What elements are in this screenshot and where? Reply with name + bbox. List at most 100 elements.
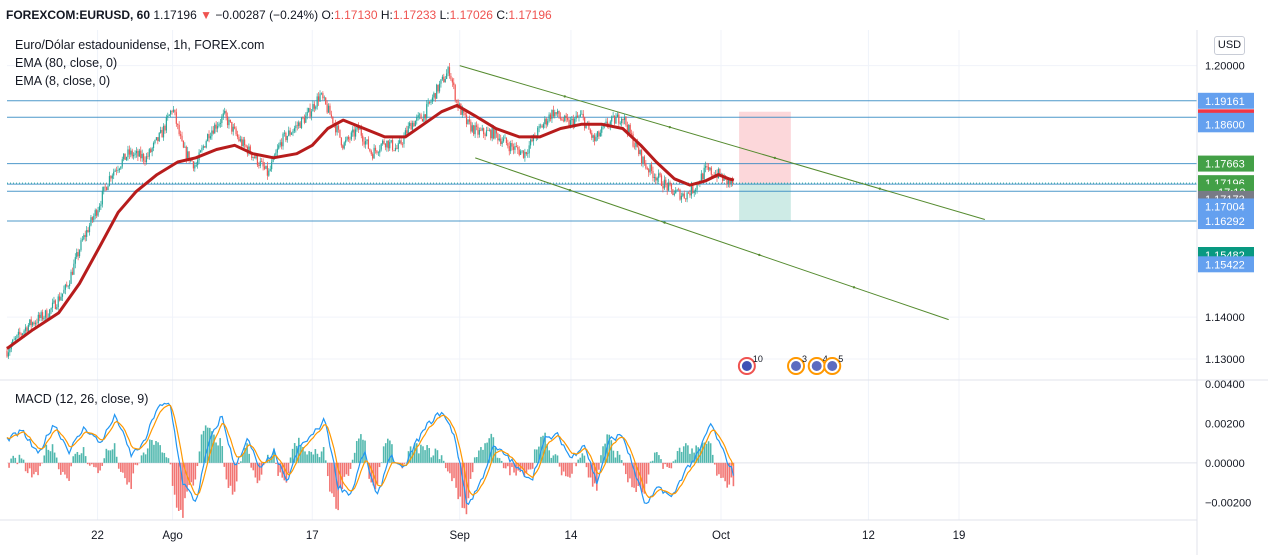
macd-histogram-bar xyxy=(225,462,228,480)
macd-histogram-bar xyxy=(622,462,625,466)
macd-histogram-bar xyxy=(614,457,617,463)
candle-body xyxy=(258,164,260,166)
macd-histogram-bar xyxy=(629,462,631,479)
macd-legend[interactable]: MACD (12, 26, close, 9) xyxy=(15,392,149,406)
candle-body xyxy=(643,156,646,164)
candle-body xyxy=(332,116,334,124)
candle-body xyxy=(110,176,112,179)
macd-histogram-bar xyxy=(637,462,640,486)
macd-histogram-bar xyxy=(298,437,300,463)
candle-body xyxy=(269,169,271,171)
event-count: 4 xyxy=(823,354,828,364)
macd-histogram-bar xyxy=(316,453,319,463)
candle-body xyxy=(115,170,118,172)
event-globe-icon xyxy=(791,361,802,371)
stop-zone xyxy=(739,111,791,184)
candle-body xyxy=(218,123,220,127)
close-label: C: xyxy=(496,8,509,22)
macd-histogram-bar xyxy=(167,458,170,463)
ema80-legend[interactable]: EMA (80, close, 0) xyxy=(15,56,118,70)
macd-histogram-bar xyxy=(248,453,250,463)
macd-histogram-bar xyxy=(22,459,25,463)
macd-histogram-bar xyxy=(691,448,693,463)
candle-body xyxy=(70,271,72,284)
price-tag-box xyxy=(1198,256,1254,273)
candle-body xyxy=(225,111,227,117)
candle-body xyxy=(571,118,573,121)
candle-body xyxy=(108,176,111,186)
candle-body xyxy=(54,300,56,309)
candle-body xyxy=(645,163,647,169)
macd-histogram-bar xyxy=(47,449,50,463)
candle-body xyxy=(229,119,231,122)
candle-body xyxy=(282,133,284,147)
position-tool[interactable] xyxy=(739,111,791,222)
ema8-legend[interactable]: EMA (8, close, 0) xyxy=(15,74,111,88)
price-tag-box xyxy=(1198,116,1254,133)
candle-body xyxy=(695,189,697,192)
candle-body xyxy=(24,327,27,331)
candle-body xyxy=(293,128,296,132)
macd-histogram-bar xyxy=(173,462,176,495)
candle-body xyxy=(325,97,327,105)
economic-events[interactable]: 10 3 4 5 xyxy=(737,354,843,375)
candle-body xyxy=(281,142,283,147)
macd-histogram-bar xyxy=(643,462,646,494)
macd-histogram-bar xyxy=(200,434,203,463)
candle-body xyxy=(490,129,492,139)
candle-body xyxy=(299,122,301,128)
trend-channel[interactable] xyxy=(459,65,986,321)
candle-body xyxy=(74,257,76,264)
macd-histogram-bar xyxy=(631,462,633,488)
chart-title[interactable]: Euro/Dólar estadounidense, 1h, FOREX.com xyxy=(15,38,265,52)
macd-histogram-bar xyxy=(260,462,263,475)
candle-body xyxy=(528,145,530,154)
symbol-name[interactable]: FOREXCOM:EURUSD, 60 xyxy=(6,8,151,22)
horizontal-levels[interactable] xyxy=(7,100,1197,222)
macd-histogram-bar xyxy=(461,462,464,508)
candle-body xyxy=(187,151,189,159)
macd-histogram-bar xyxy=(99,462,101,471)
macd-histogram-bar xyxy=(720,462,722,479)
candle-body xyxy=(374,147,377,151)
macd-histogram-bar xyxy=(504,462,507,469)
candle-body xyxy=(66,284,68,287)
currency-button[interactable]: USD xyxy=(1214,36,1245,55)
candle-body xyxy=(485,130,488,137)
macd-histogram-bar xyxy=(676,451,679,463)
candle-body xyxy=(37,314,39,324)
candle-body xyxy=(702,173,704,180)
macd-histogram-bar xyxy=(347,462,350,476)
macd-histogram-bar xyxy=(449,462,451,474)
macd-histogram-bar xyxy=(229,462,232,486)
candle-body xyxy=(177,123,179,125)
candle-body xyxy=(386,140,388,148)
candle-body xyxy=(222,113,224,117)
macd-histogram-bar xyxy=(422,446,424,463)
candle-body xyxy=(584,117,586,129)
macd-histogram-bar xyxy=(360,434,362,463)
price-chart[interactable]: 10 3 4 5 1.13000 1.14000 1.20000 0.00400 0.0020… xyxy=(0,30,1268,555)
candle-body xyxy=(78,250,81,257)
macd-histogram-bar xyxy=(647,462,650,475)
open-label: O: xyxy=(321,8,335,22)
macd-histogram-bar xyxy=(163,452,166,463)
macd-histogram-bar xyxy=(658,455,660,463)
channel-point xyxy=(852,286,856,289)
candle-body xyxy=(370,150,372,155)
candle-body xyxy=(438,83,441,92)
macd-histogram-bar xyxy=(488,438,491,463)
candle-body xyxy=(493,126,495,139)
macd-histogram-bar xyxy=(68,462,70,481)
candle-body xyxy=(216,126,219,129)
macd-histogram-bar xyxy=(521,462,524,470)
candle-body xyxy=(329,105,331,115)
open-value: 1.17130 xyxy=(334,8,378,22)
candle-body xyxy=(63,289,65,294)
candle-body xyxy=(426,104,428,119)
candle-body xyxy=(362,135,364,142)
macd-histogram-bar xyxy=(585,462,588,468)
candle-body xyxy=(319,93,321,102)
macd-histogram-bar xyxy=(345,462,348,475)
candle-body xyxy=(390,140,392,143)
